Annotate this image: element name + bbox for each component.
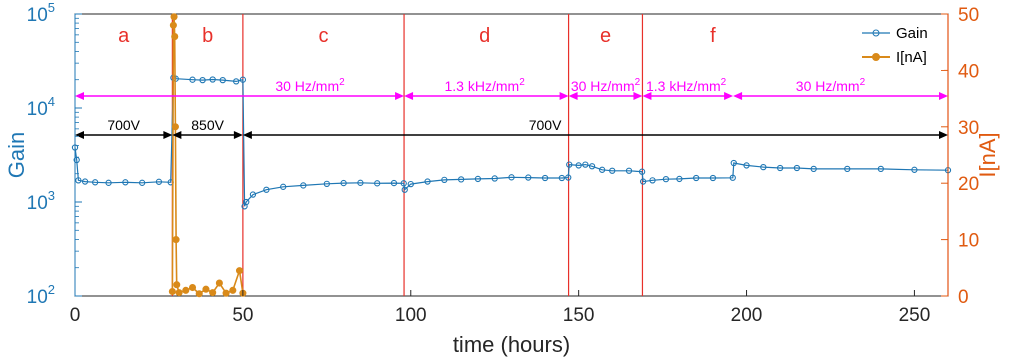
rate-arrow-2: 30 Hz/mm2 bbox=[569, 77, 643, 100]
region-label-e: e bbox=[600, 25, 611, 47]
voltage-arrow-2: 700V bbox=[243, 117, 948, 139]
rate-label-sup: 2 bbox=[860, 77, 866, 88]
rate-arrow-1: 1.3 kHz/mm2 bbox=[404, 77, 569, 100]
rate-arrow-1-head-left bbox=[404, 92, 413, 100]
voltage-arrow-0-head-left bbox=[75, 131, 84, 139]
data-point bbox=[169, 288, 175, 294]
rate-label-sup: 2 bbox=[519, 77, 525, 88]
x-tick-label: 250 bbox=[899, 305, 931, 326]
rate-label-sup: 2 bbox=[339, 77, 345, 88]
rate-arrow-0-head-left bbox=[75, 92, 84, 100]
rate-label-3: 1.3 kHz/mm2 bbox=[646, 77, 727, 94]
legend-gain-label: Gain bbox=[896, 25, 928, 42]
y-axis-left: 102 103 104 105 bbox=[27, 0, 82, 308]
legend-current-label: I[nA] bbox=[896, 49, 927, 66]
voltage-arrow-1: 850V bbox=[172, 117, 243, 139]
voltage-label-1: 850V bbox=[191, 117, 224, 133]
data-point bbox=[216, 280, 222, 286]
rate-arrow-3-head-right bbox=[724, 92, 733, 100]
data-point bbox=[170, 22, 176, 28]
rate-label-0: 30 Hz/mm2 bbox=[275, 77, 345, 94]
x-tick-label: 100 bbox=[395, 305, 427, 326]
data-point bbox=[172, 34, 178, 40]
voltage-arrow-1-head-right bbox=[234, 131, 243, 139]
series-line-0 bbox=[75, 78, 948, 207]
rate-label-1: 1.3 kHz/mm2 bbox=[445, 77, 526, 94]
data-point bbox=[171, 14, 177, 20]
rate-arrow-2-head-right bbox=[633, 92, 642, 100]
region-label-d: d bbox=[479, 25, 490, 47]
y-right-tick-label: 40 bbox=[958, 61, 979, 82]
series-gain bbox=[72, 75, 950, 209]
x-tick-label: 200 bbox=[731, 305, 763, 326]
y-right-tick-label: 10 bbox=[958, 231, 979, 252]
series-line-1 bbox=[172, 17, 243, 294]
region-labels: a b c d e f bbox=[118, 25, 716, 47]
y-left-tick-exponent: 4 bbox=[48, 94, 55, 109]
x-axis-title: time (hours) bbox=[453, 332, 570, 357]
y-left-tick-exponent: 2 bbox=[48, 282, 55, 297]
data-point bbox=[172, 124, 178, 130]
data-point bbox=[196, 291, 202, 297]
region-label-b: b bbox=[202, 25, 213, 47]
y-left-tick-label: 102 bbox=[27, 282, 55, 308]
y-right-tick-label: 0 bbox=[958, 287, 969, 308]
legend-current-marker bbox=[873, 54, 880, 61]
rate-label-sup: 2 bbox=[721, 77, 727, 88]
data-point bbox=[210, 290, 216, 296]
x-tick-label: 150 bbox=[563, 305, 595, 326]
rate-label-sup: 2 bbox=[635, 77, 641, 88]
region-label-a: a bbox=[118, 25, 130, 47]
data-point bbox=[203, 286, 209, 292]
y-axis-right-title: I[nA] bbox=[975, 132, 1000, 177]
legend: Gain I[nA] bbox=[856, 20, 944, 70]
data-point bbox=[183, 287, 189, 293]
data-point bbox=[174, 282, 180, 288]
voltage-arrow-2-head-right bbox=[939, 131, 948, 139]
x-tick-label: 50 bbox=[232, 305, 253, 326]
y-left-tick-exponent: 3 bbox=[48, 188, 55, 203]
voltage-label-0: 700V bbox=[107, 117, 140, 133]
region-boundaries bbox=[172, 14, 948, 296]
y-right-tick-label: 50 bbox=[958, 5, 979, 26]
plot-frame bbox=[75, 14, 948, 296]
rate-arrow-1-head-right bbox=[560, 92, 569, 100]
y-left-tick-label: 105 bbox=[27, 0, 55, 26]
rate-arrow-4-head-right bbox=[939, 92, 948, 100]
annotations: 30 Hz/mm2 1.3 kHz/mm2 30 Hz/mm2 1.3 kHz/mm2… bbox=[75, 77, 948, 139]
series-layer bbox=[72, 14, 950, 297]
data-point bbox=[190, 285, 196, 291]
y-left-tick-exponent: 5 bbox=[48, 0, 55, 15]
data-point bbox=[237, 268, 243, 274]
rate-arrow-4-head-left bbox=[733, 92, 742, 100]
y-axis-left-title: Gain bbox=[4, 132, 29, 178]
x-tick-label: 0 bbox=[70, 305, 81, 326]
rate-arrow-3: 1.3 kHz/mm2 bbox=[642, 77, 733, 100]
rate-label-2: 30 Hz/mm2 bbox=[571, 77, 641, 94]
region-label-f: f bbox=[710, 25, 716, 47]
data-point bbox=[223, 290, 229, 296]
region-label-c: c bbox=[318, 25, 328, 47]
voltage-label-2: 700V bbox=[529, 117, 562, 133]
plot-area: 30 Hz/mm2 1.3 kHz/mm2 30 Hz/mm2 1.3 kHz/mm2… bbox=[72, 14, 950, 297]
y-left-tick-label: 103 bbox=[27, 188, 55, 214]
voltage-arrow-0-head-right bbox=[163, 131, 172, 139]
data-point bbox=[230, 287, 236, 293]
voltage-arrow-0: 700V bbox=[75, 117, 172, 139]
rate-arrow-4: 30 Hz/mm2 bbox=[733, 77, 948, 100]
data-point bbox=[173, 237, 179, 243]
rate-label-4: 30 Hz/mm2 bbox=[796, 77, 866, 94]
series-current bbox=[169, 14, 246, 297]
rate-arrow-0-head-right bbox=[395, 92, 404, 100]
y-axis-right: 0 10 20 30 40 50 bbox=[941, 5, 979, 308]
data-point bbox=[176, 290, 182, 296]
y-left-tick-label: 104 bbox=[27, 94, 55, 120]
